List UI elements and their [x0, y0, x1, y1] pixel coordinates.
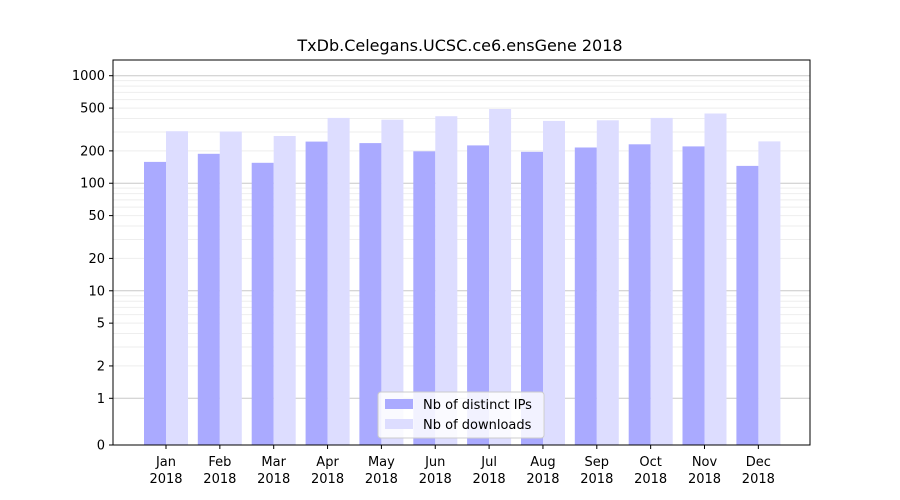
bar-downloads	[273, 136, 296, 445]
bar-downloads	[219, 131, 242, 445]
y-tick-label: 200	[80, 144, 105, 159]
x-tick-label-year: 2018	[688, 472, 721, 487]
bar-downloads	[704, 113, 727, 445]
bar-distinct-ips	[305, 141, 328, 445]
bar-distinct-ips	[574, 147, 597, 445]
x-tick-label-year: 2018	[473, 472, 506, 487]
x-tick-label-year: 2018	[365, 472, 398, 487]
bar-downloads	[435, 116, 458, 445]
y-tick-label: 20	[88, 252, 105, 267]
bar-distinct-ips	[467, 145, 490, 445]
bar-downloads	[596, 120, 619, 446]
chart-title: TxDb.Celegans.UCSC.ce6.ensGene 2018	[296, 36, 622, 55]
x-tick-label-month: Mar	[261, 455, 286, 470]
bar-distinct-ips	[413, 151, 436, 446]
x-tick-label-year: 2018	[419, 472, 452, 487]
legend-label: Nb of distinct IPs	[423, 398, 532, 413]
x-tick-label-year: 2018	[526, 472, 559, 487]
bar-distinct-ips	[144, 161, 166, 445]
legend-box	[377, 391, 545, 439]
x-tick-label-month: Aug	[530, 455, 555, 470]
x-tick-label-month: May	[368, 455, 395, 470]
plot-frame	[112, 59, 811, 446]
bar-downloads	[166, 131, 188, 445]
bar-distinct-ips	[628, 144, 651, 446]
y-axis: 0 1 2 5 10 20 50 100 200 500 1000	[72, 69, 113, 454]
bar-distinct-ips	[359, 143, 382, 445]
bar-downloads	[650, 117, 673, 446]
bars	[144, 109, 781, 446]
y-tick-label: 50	[88, 209, 105, 224]
x-tick-label-month: Nov	[692, 455, 718, 470]
x-tick-label-year: 2018	[311, 472, 344, 487]
x-tick-label-year: 2018	[742, 472, 775, 487]
x-tick-label-month: Feb	[208, 455, 231, 470]
x-tick-label-month: Apr	[316, 455, 339, 470]
x-tick-label-month: Jul	[480, 455, 497, 470]
x-tick-label-month: Sep	[585, 455, 610, 470]
x-tick-label-year: 2018	[580, 472, 613, 487]
y-tick-label: 500	[80, 102, 105, 117]
bar-distinct-ips	[197, 153, 220, 446]
x-tick-label-year: 2018	[203, 472, 236, 487]
x-tick-label-year: 2018	[257, 472, 290, 487]
y-tick-label: 1000	[72, 69, 105, 84]
y-tick-label: 0	[97, 439, 105, 454]
bar-distinct-ips	[682, 146, 705, 445]
y-tick-label: 5	[97, 317, 105, 332]
legend-swatch	[385, 419, 413, 429]
bar-downloads	[381, 119, 404, 445]
bar-downloads	[327, 117, 350, 446]
x-tick-label-year: 2018	[149, 472, 182, 487]
y-tick-label: 10	[88, 284, 105, 299]
y-tick-label: 1	[97, 392, 105, 407]
x-tick-label-year: 2018	[634, 472, 667, 487]
y-tick-label: 2	[97, 359, 105, 374]
y-tick-label: 100	[80, 177, 105, 192]
x-axis: Jan 2018 Feb 2018 Mar 2018 Apr 2018 May 2018 Jun 20…	[149, 445, 775, 487]
bar-distinct-ips	[736, 165, 759, 445]
x-tick-label-month: Jun	[424, 455, 445, 470]
legend-label: Nb of downloads	[423, 418, 532, 433]
legend: Nb of distinct IPs Nb of downloads	[377, 391, 545, 439]
x-tick-label-month: Dec	[746, 455, 771, 470]
bar-downloads	[543, 120, 565, 446]
legend-swatch	[385, 399, 413, 409]
x-tick-label-month: Oct	[639, 455, 661, 470]
x-tick-label-month: Jan	[155, 455, 176, 470]
bar-downloads	[489, 109, 512, 445]
bar-distinct-ips	[251, 162, 274, 446]
bar-distinct-ips	[521, 151, 543, 446]
bar-downloads	[758, 141, 781, 445]
